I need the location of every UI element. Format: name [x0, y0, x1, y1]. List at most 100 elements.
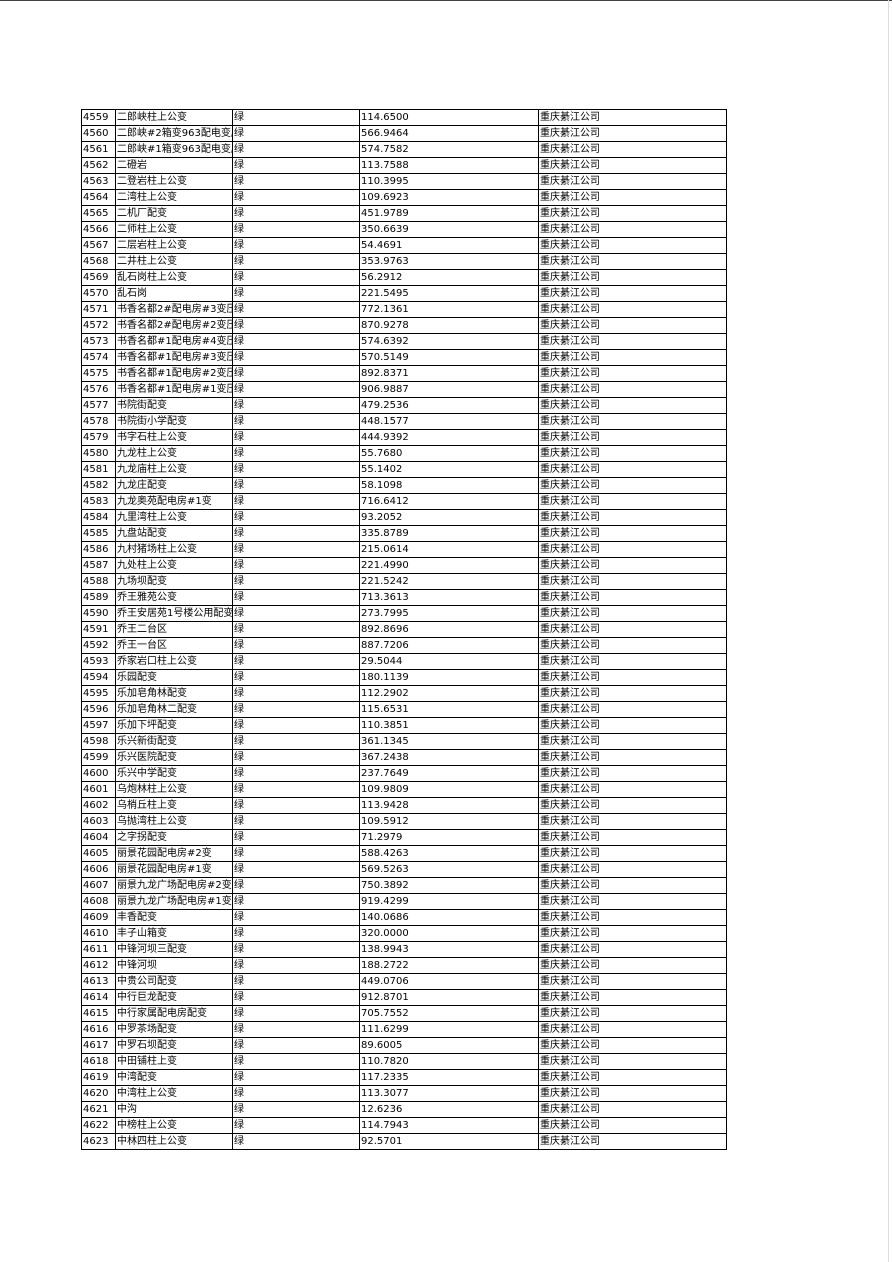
row-id: 4614 — [81, 989, 116, 1006]
row-id: 4574 — [81, 349, 116, 366]
table-row: 4623 中林四柱上公变绿 92.5701 重庆綦江公司 — [81, 1133, 727, 1150]
station-name: 书院街配变 — [115, 397, 233, 414]
station-name: 书香名都#1配电房#1变压 — [115, 381, 233, 398]
data-table: 4559 二郎峡柱上公变绿 114.6500 重庆綦江公司 4560 二郎峡#2箱变963… — [81, 109, 727, 1150]
row-id: 4561 — [81, 141, 116, 158]
station-name: 中罗茶场配变 — [115, 1021, 233, 1038]
value: 114.6500 — [359, 109, 539, 126]
row-id: 4605 — [81, 845, 116, 862]
row-id: 4571 — [81, 301, 116, 318]
status-color: 绿 — [232, 1101, 360, 1118]
company: 重庆綦江公司 — [538, 477, 727, 494]
table-row: 4604 之字拐配变绿 71.2979 重庆綦江公司 — [81, 829, 727, 846]
company: 重庆綦江公司 — [538, 381, 727, 398]
row-id: 4576 — [81, 381, 116, 398]
table-row: 4572 书香名都2#配电房#2变压绿 870.9278 重庆綦江公司 — [81, 317, 727, 334]
value: 361.1345 — [359, 733, 539, 750]
status-color: 绿 — [232, 653, 360, 670]
station-name: 中田铺柱上变 — [115, 1053, 233, 1070]
station-name: 乐兴新街配变 — [115, 733, 233, 750]
value: 444.9392 — [359, 429, 539, 446]
company: 重庆綦江公司 — [538, 765, 727, 782]
company: 重庆綦江公司 — [538, 189, 727, 206]
station-name: 乔王二台区 — [115, 621, 233, 638]
status-color: 绿 — [232, 253, 360, 270]
station-name: 中锋河坝 — [115, 957, 233, 974]
value: 449.0706 — [359, 973, 539, 990]
station-name: 丽景花园配电房#1变 — [115, 861, 233, 878]
status-color: 绿 — [232, 893, 360, 910]
company: 重庆綦江公司 — [538, 461, 727, 478]
value: 188.2722 — [359, 957, 539, 974]
row-id: 4613 — [81, 973, 116, 990]
station-name: 书香名都#1配电房#3变压 — [115, 349, 233, 366]
value: 55.1402 — [359, 461, 539, 478]
table-row: 4580 九龙柱上公变绿 55.7680 重庆綦江公司 — [81, 445, 727, 462]
table-row: 4567 二层岩柱上公变绿 54.4691 重庆綦江公司 — [81, 237, 727, 254]
company: 重庆綦江公司 — [538, 893, 727, 910]
status-color: 绿 — [232, 1037, 360, 1054]
table-row: 4595 乐加皂角林配变绿 112.2902 重庆綦江公司 — [81, 685, 727, 702]
value: 221.4990 — [359, 557, 539, 574]
row-id: 4608 — [81, 893, 116, 910]
station-name: 乐园配变 — [115, 669, 233, 686]
status-color: 绿 — [232, 717, 360, 734]
row-id: 4600 — [81, 765, 116, 782]
company: 重庆綦江公司 — [538, 317, 727, 334]
status-color: 绿 — [232, 413, 360, 430]
table-row: 4569 乱石岗柱上公变绿 56.2912 重庆綦江公司 — [81, 269, 727, 286]
table-row: 4599 乐兴医院配变绿 367.2438 重庆綦江公司 — [81, 749, 727, 766]
station-name: 中行家属配电房配变 — [115, 1005, 233, 1022]
company: 重庆綦江公司 — [538, 1117, 727, 1134]
company: 重庆綦江公司 — [538, 493, 727, 510]
row-id: 4564 — [81, 189, 116, 206]
table-row: 4610 丰子山箱变绿 320.0000 重庆綦江公司 — [81, 925, 727, 942]
value: 55.7680 — [359, 445, 539, 462]
table-row: 4602 乌梢丘柱上变绿 113.9428 重庆綦江公司 — [81, 797, 727, 814]
station-name: 乔王雅苑公变 — [115, 589, 233, 606]
table-row: 4588 九场坝配变绿 221.5242 重庆綦江公司 — [81, 573, 727, 590]
table-row: 4611 中锋河坝三配变绿 138.9943 重庆綦江公司 — [81, 941, 727, 958]
row-id: 4587 — [81, 557, 116, 574]
value: 892.8371 — [359, 365, 539, 382]
value: 114.7943 — [359, 1117, 539, 1134]
company: 重庆綦江公司 — [538, 397, 727, 414]
status-color: 绿 — [232, 493, 360, 510]
status-color: 绿 — [232, 621, 360, 638]
status-color: 绿 — [232, 957, 360, 974]
table-row: 4583 九龙奥苑配电房#1变绿 716.6412 重庆綦江公司 — [81, 493, 727, 510]
value: 138.9943 — [359, 941, 539, 958]
row-id: 4572 — [81, 317, 116, 334]
value: 892.8696 — [359, 621, 539, 638]
station-name: 乔王一台区 — [115, 637, 233, 654]
row-id: 4601 — [81, 781, 116, 798]
station-name: 中林四柱上公变 — [115, 1133, 233, 1150]
row-id: 4606 — [81, 861, 116, 878]
station-name: 乱石岗 — [115, 285, 233, 302]
company: 重庆綦江公司 — [538, 637, 727, 654]
status-color: 绿 — [232, 237, 360, 254]
status-color: 绿 — [232, 877, 360, 894]
company: 重庆綦江公司 — [538, 861, 727, 878]
station-name: 乐兴医院配变 — [115, 749, 233, 766]
value: 140.0686 — [359, 909, 539, 926]
table-row: 4619 中湾配变绿 117.2335 重庆綦江公司 — [81, 1069, 727, 1086]
table-row: 4591 乔王二台区绿 892.8696 重庆綦江公司 — [81, 621, 727, 638]
company: 重庆綦江公司 — [538, 573, 727, 590]
row-id: 4607 — [81, 877, 116, 894]
table-row: 4563 二登岩柱上公变绿 110.3995 重庆綦江公司 — [81, 173, 727, 190]
company: 重庆綦江公司 — [538, 349, 727, 366]
value: 56.2912 — [359, 269, 539, 286]
table-row: 4622 中榜柱上公变绿 114.7943 重庆綦江公司 — [81, 1117, 727, 1134]
station-name: 二郎峡#1箱变963配电变压 — [115, 141, 233, 158]
value: 750.3892 — [359, 877, 539, 894]
table-row: 4565 二机厂配变绿 451.9789 重庆綦江公司 — [81, 205, 727, 222]
status-color: 绿 — [232, 173, 360, 190]
station-name: 乌抛湾柱上公变 — [115, 813, 233, 830]
status-color: 绿 — [232, 1021, 360, 1038]
table-row: 4584 九里湾柱上公变绿 93.2052 重庆綦江公司 — [81, 509, 727, 526]
row-id: 4597 — [81, 717, 116, 734]
status-color: 绿 — [232, 669, 360, 686]
value: 919.4299 — [359, 893, 539, 910]
status-color: 绿 — [232, 973, 360, 990]
